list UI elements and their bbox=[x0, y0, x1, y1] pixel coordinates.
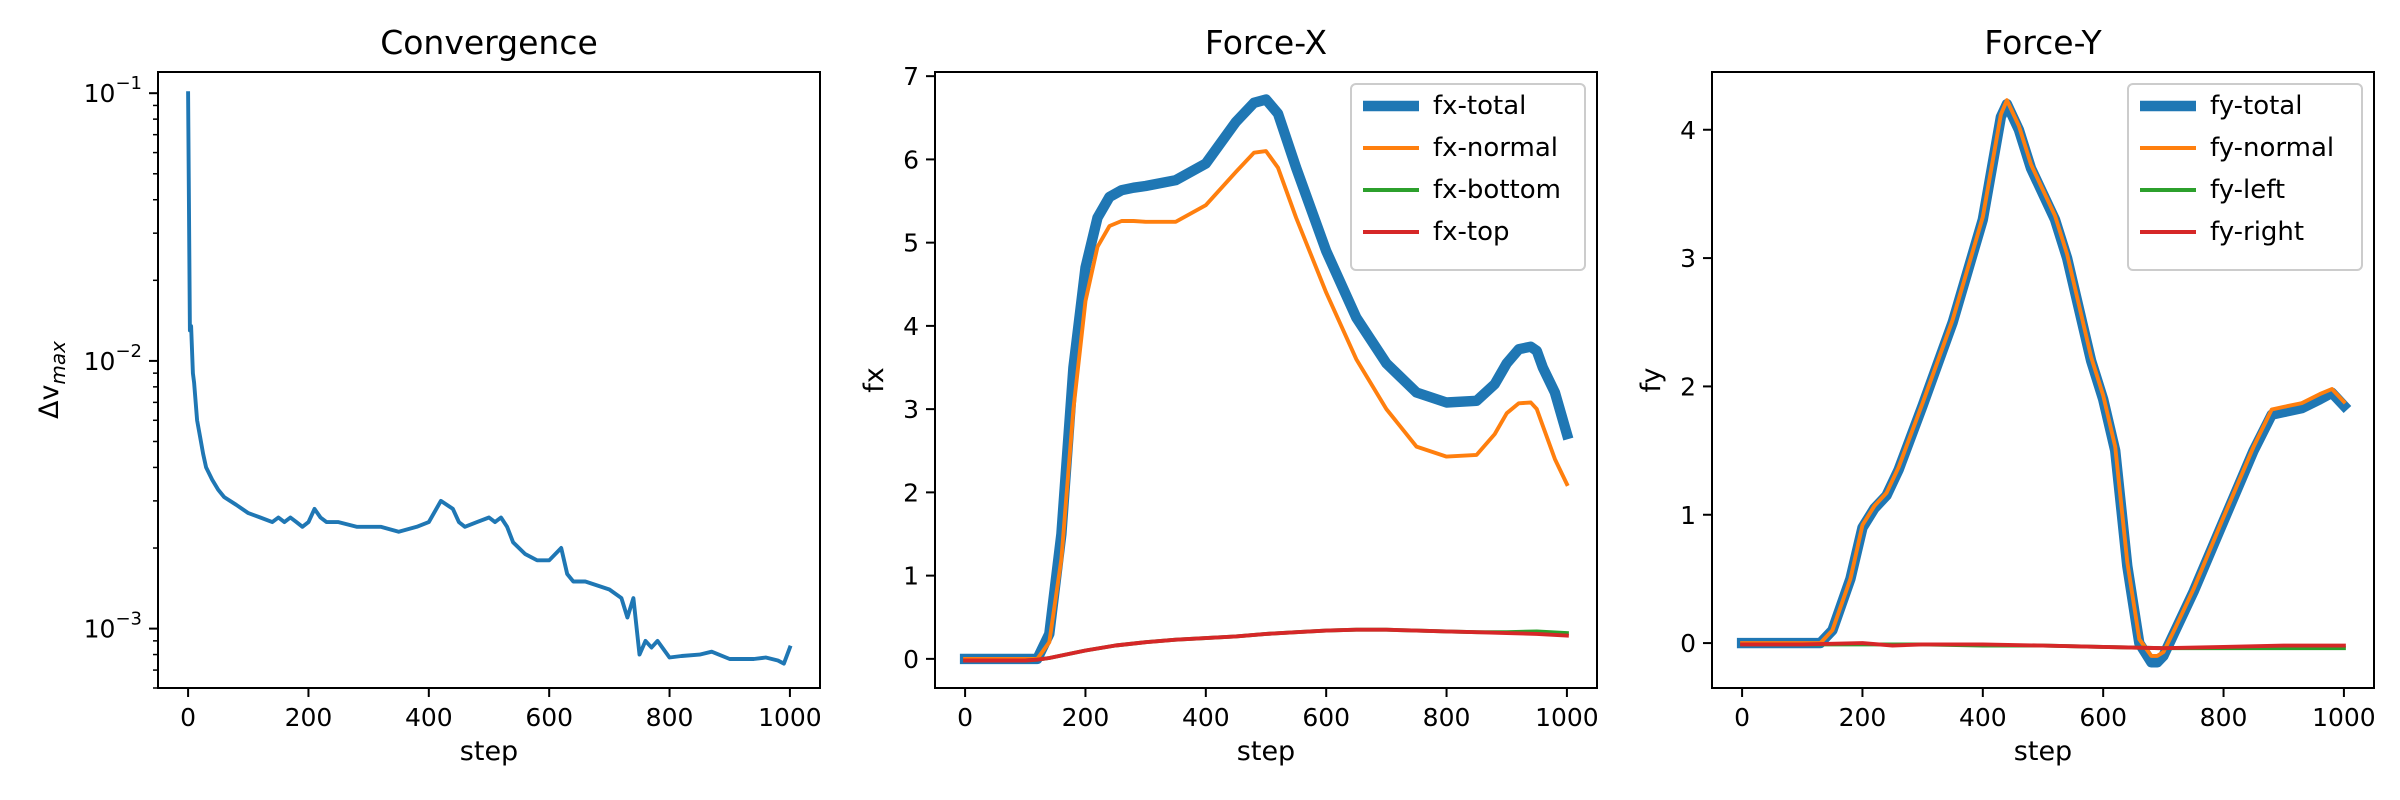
series-line-series-1 bbox=[186, 91, 793, 666]
y-tick-label: 1 bbox=[1680, 501, 1696, 530]
y-tick-label: 6 bbox=[903, 145, 919, 174]
x-tick-label: 600 bbox=[2079, 703, 2127, 732]
x-tick-label: 600 bbox=[525, 703, 573, 732]
chart-title: Force-X bbox=[1205, 23, 1327, 62]
x-axis-label: step bbox=[1237, 736, 1295, 767]
y-tick-label: 2 bbox=[1680, 372, 1696, 401]
y-tick-label: 0 bbox=[903, 645, 919, 674]
series-line-fx-normal bbox=[963, 149, 1570, 661]
series-group bbox=[1736, 98, 2352, 668]
legend-entry-fx-total: fx-total bbox=[1433, 91, 1526, 121]
x-tick-label: 200 bbox=[1062, 703, 1110, 732]
x-tick-label: 0 bbox=[180, 703, 196, 732]
series-group bbox=[959, 94, 1574, 665]
chart-title: Force-Y bbox=[1984, 23, 2102, 62]
series-group bbox=[186, 91, 793, 666]
legend-entry-fy-left: fy-left bbox=[2210, 175, 2285, 205]
y-tick-label: 4 bbox=[903, 312, 919, 341]
legend-entry-fx-bottom: fx-bottom bbox=[1433, 175, 1561, 205]
x-tick-label: 400 bbox=[405, 703, 453, 732]
chart-panel-1: 0 200 400 600 800 1000 10−3 10−2 10−1 Convergence… bbox=[34, 23, 822, 767]
y-axis-label: fx bbox=[859, 367, 890, 393]
legend: fy-total fy-normal fy-left fy-right bbox=[2127, 83, 2363, 271]
y-tick-label: 7 bbox=[903, 62, 919, 91]
x-tick-label: 400 bbox=[1959, 703, 2007, 732]
x-tick-label: 0 bbox=[1734, 703, 1750, 732]
y-tick-label: 3 bbox=[1680, 244, 1696, 273]
chart-panel-3: 0 200 400 600 800 1000 0 1 2 3 4 Force-Y step fy fy-to… bbox=[1636, 23, 2376, 767]
series-line-fy-normal bbox=[1740, 98, 2347, 658]
x-axis-label: step bbox=[2014, 736, 2072, 767]
y-axis-label: Δvmax bbox=[34, 341, 70, 419]
legend-entry-fy-right: fy-right bbox=[2210, 217, 2304, 247]
y-tick-label: 5 bbox=[903, 229, 919, 258]
y-tick-label: 1 bbox=[903, 562, 919, 591]
series-line-fx-total bbox=[959, 94, 1574, 665]
legend-box bbox=[1350, 83, 1586, 271]
x-tick-label: 400 bbox=[1182, 703, 1230, 732]
y-tick-label: 10−3 bbox=[84, 609, 142, 644]
x-tick-label: 1000 bbox=[1535, 703, 1599, 732]
series-line-fx-top bbox=[963, 627, 1569, 663]
legend-entry-fy-total: fy-total bbox=[2210, 91, 2302, 121]
legend-entry-fx-normal: fx-normal bbox=[1433, 133, 1558, 163]
y-tick-label: 3 bbox=[903, 395, 919, 424]
series-line-fy-right bbox=[1740, 641, 2346, 651]
axes-frame bbox=[157, 71, 821, 689]
legend-entry-fy-normal: fy-normal bbox=[2210, 133, 2334, 163]
x-tick-label: 200 bbox=[1839, 703, 1887, 732]
chart-title: Convergence bbox=[380, 23, 598, 62]
axes-frame bbox=[934, 71, 1598, 689]
x-tick-label: 600 bbox=[1302, 703, 1350, 732]
x-axis-label: step bbox=[460, 736, 518, 767]
x-tick-label: 0 bbox=[957, 703, 973, 732]
y-tick-label: 2 bbox=[903, 478, 919, 507]
x-tick-label: 800 bbox=[1423, 703, 1471, 732]
y-tick-label: 4 bbox=[1680, 116, 1696, 145]
y-tick-label: 10−1 bbox=[84, 73, 142, 108]
x-tick-label: 800 bbox=[646, 703, 694, 732]
x-tick-label: 1000 bbox=[2312, 703, 2376, 732]
axes-frame bbox=[1711, 71, 2375, 689]
legend-entry-fx-top: fx-top bbox=[1433, 217, 1510, 247]
x-tick-label: 800 bbox=[2200, 703, 2248, 732]
y-axis-label: fy bbox=[1636, 367, 1667, 392]
chart-panel-2: 0 200 400 600 800 1000 0 1 2 3 4 5 6 7 Force-X step fx fx… bbox=[859, 23, 1599, 767]
legend: fx-total fx-normal fx-bottom fx-top bbox=[1350, 83, 1586, 271]
y-tick-label: 10−2 bbox=[84, 341, 142, 376]
y-tick-label: 0 bbox=[1680, 629, 1696, 658]
x-tick-label: 1000 bbox=[758, 703, 822, 732]
x-tick-label: 200 bbox=[285, 703, 333, 732]
legend-box bbox=[2127, 83, 2363, 271]
